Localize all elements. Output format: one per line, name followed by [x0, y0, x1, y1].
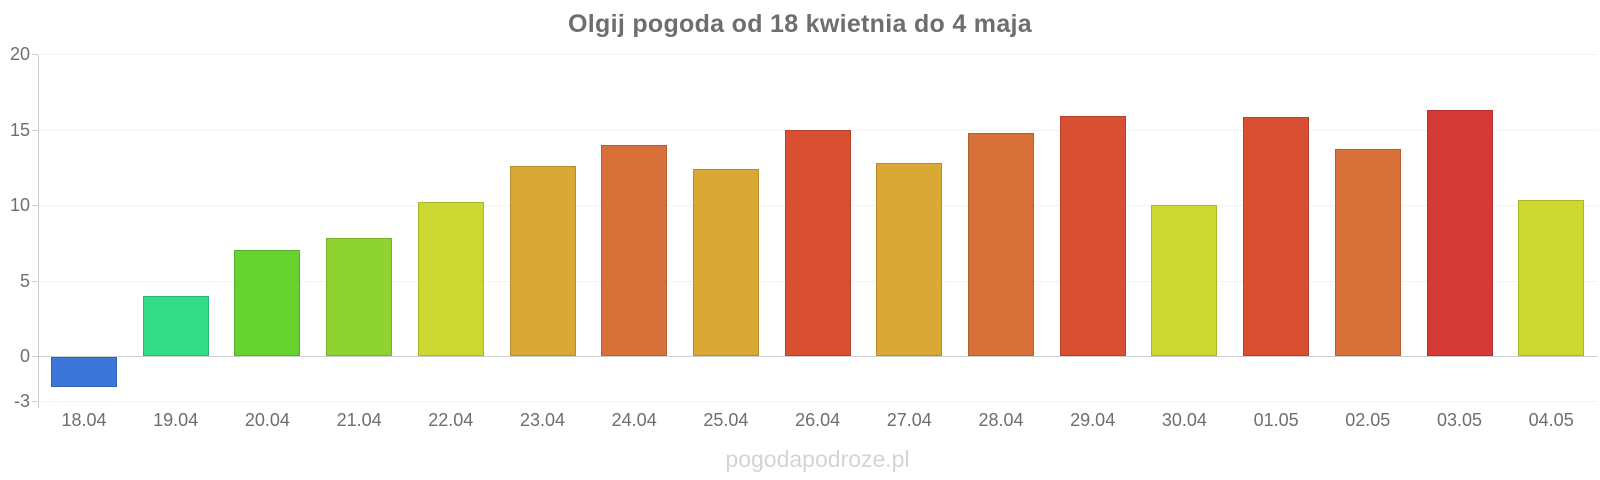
- bar[interactable]: [1059, 115, 1126, 356]
- bar[interactable]: [601, 144, 668, 356]
- x-tick-label: 03.05: [1436, 410, 1483, 430]
- chart-title: Olgij pogoda od 18 kwietnia do 4 maja: [568, 10, 1032, 38]
- bar[interactable]: [51, 357, 117, 388]
- x-tick-label: 22.04: [428, 410, 474, 430]
- y-axis-tick: [32, 401, 38, 403]
- zero-line: [38, 356, 1597, 357]
- bar[interactable]: [1151, 205, 1218, 356]
- gridline: [38, 401, 1597, 403]
- x-tick-label: 28.04: [978, 410, 1024, 430]
- y-tick-label: 0: [19, 346, 30, 366]
- x-tick-label: 01.05: [1253, 410, 1299, 430]
- x-tick-label: 04.05: [1528, 410, 1574, 430]
- bar[interactable]: [1426, 109, 1493, 356]
- y-tick-label: 10: [9, 195, 30, 215]
- x-tick-label: 18.04: [61, 410, 107, 430]
- y-axis-tick: [32, 54, 38, 55]
- y-tick-label: -3: [13, 391, 30, 412]
- y-tick-label: 5: [19, 270, 30, 291]
- y-axis-line: [38, 54, 39, 409]
- x-tick-label: 02.05: [1345, 410, 1391, 430]
- y-tick-label: 15: [9, 119, 30, 140]
- bar[interactable]: [876, 162, 943, 356]
- x-tick-label: 19.04: [153, 410, 199, 430]
- x-tick-label: 29.04: [1070, 410, 1116, 430]
- bar[interactable]: [417, 201, 484, 356]
- y-axis-tick: [32, 205, 38, 206]
- y-tick-label: 20: [9, 44, 30, 64]
- bar[interactable]: [326, 238, 393, 356]
- x-tick-label: 20.04: [244, 410, 290, 430]
- bar[interactable]: [1243, 117, 1310, 356]
- bar[interactable]: [1334, 149, 1401, 356]
- watermark: pogodapodroze.pl: [725, 446, 910, 472]
- bar[interactable]: [968, 132, 1034, 356]
- bar[interactable]: [234, 250, 301, 356]
- x-tick-label: 21.04: [336, 410, 382, 430]
- x-tick-label: 23.04: [519, 410, 566, 430]
- x-tick-label: 26.04: [795, 410, 841, 430]
- y-axis-tick: [32, 129, 38, 131]
- bar[interactable]: [142, 295, 209, 356]
- bar[interactable]: [1518, 200, 1585, 356]
- gridline: [38, 54, 1597, 55]
- y-axis-tick: [32, 280, 38, 282]
- bar[interactable]: [692, 168, 759, 356]
- y-axis-tick: [32, 356, 38, 357]
- x-tick-label: 30.04: [1161, 410, 1207, 430]
- x-tick-label: 25.04: [703, 410, 749, 430]
- bar[interactable]: [509, 165, 576, 356]
- bar[interactable]: [784, 129, 851, 356]
- x-tick-label: 24.04: [611, 410, 657, 430]
- x-tick-label: 27.04: [886, 410, 932, 430]
